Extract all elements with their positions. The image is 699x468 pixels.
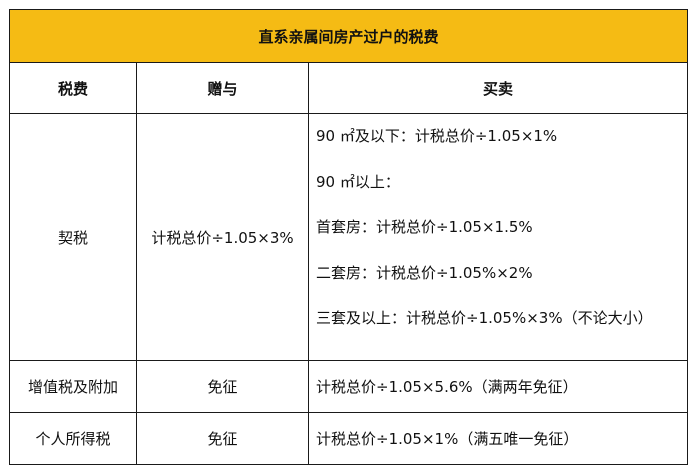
cell-tax-name: 个人所得税 (9, 412, 137, 465)
sale-line: 首套房：计税总价÷1.05×1.5% (316, 218, 533, 236)
sale-line: 三套及以上：计税总价÷1.05%×3%（不论大小） (316, 309, 653, 327)
header-tax: 税费 (9, 62, 137, 114)
table-row-vat: 增值税及附加 免征 计税总价÷1.05×5.6%（满两年免征） (9, 360, 689, 413)
cell-sale: 90 ㎡及以下：计税总价÷1.05×1% 90 ㎡以上： 首套房：计税总价÷1.… (307, 113, 689, 361)
cell-gift: 免征 (136, 412, 309, 465)
header-gift: 赠与 (136, 62, 309, 114)
cell-gift: 计税总价÷1.05×3% (136, 113, 309, 361)
cell-tax-name: 契税 (9, 113, 137, 361)
sale-line: 90 ㎡及以下：计税总价÷1.05×1% (316, 127, 558, 145)
sale-line: 90 ㎡以上： (316, 172, 400, 191)
cell-tax-name: 增值税及附加 (9, 360, 137, 413)
table-row-income-tax: 个人所得税 免征 计税总价÷1.05×1%（满五唯一免征） (9, 412, 689, 465)
table-title: 直系亲属间房产过户的税费 (8, 9, 689, 63)
cell-sale: 计税总价÷1.05×5.6%（满两年免征） (307, 360, 689, 413)
cell-sale: 计税总价÷1.05×1%（满五唯一免征） (307, 412, 689, 465)
tax-table: 直系亲属间房产过户的税费 税费 赠与 买卖 契税 计税总价÷1.05×3% 90… (8, 9, 689, 465)
header-sale: 买卖 (307, 62, 689, 114)
sale-line: 二套房：计税总价÷1.05%×2% (316, 263, 533, 282)
cell-gift: 免征 (136, 360, 309, 413)
table-row-deed-tax: 契税 计税总价÷1.05×3% 90 ㎡及以下：计税总价÷1.05×1% 90 … (9, 113, 689, 361)
